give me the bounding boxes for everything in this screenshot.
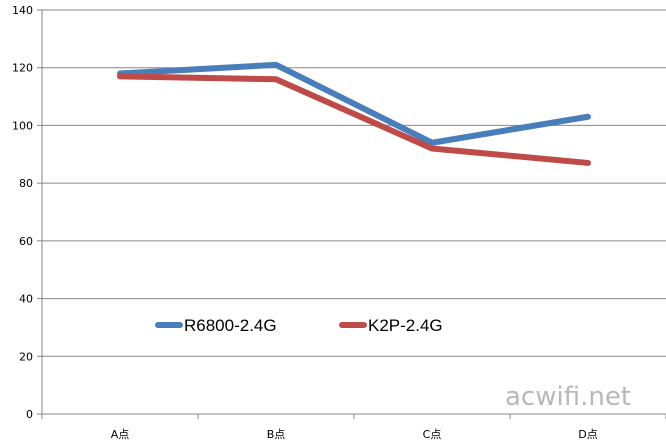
series-line-2 <box>117 73 591 166</box>
y-tick-label: 60 <box>19 235 33 248</box>
legend: R6800-2.4G K2P-2.4G <box>155 316 443 335</box>
axes <box>37 9 666 419</box>
series-line-1 <box>117 61 591 146</box>
legend-label-1: R6800-2.4G <box>184 316 277 335</box>
y-tick-label: 40 <box>19 293 33 306</box>
y-tick-label: 80 <box>19 177 33 190</box>
y-tick-label: 100 <box>12 119 33 132</box>
x-tick-label: A点 <box>111 428 130 441</box>
x-tick-label: D点 <box>578 428 597 441</box>
gridlines <box>42 9 666 357</box>
y-tick-label: 0 <box>26 408 33 421</box>
y-tick-label: 20 <box>19 350 33 363</box>
y-axis-ticks: 0 20 40 60 80 100 120 140 <box>12 4 33 421</box>
series-lines <box>117 61 591 166</box>
legend-label-2: K2P-2.4G <box>368 316 443 335</box>
x-tick-label: B点 <box>267 428 286 441</box>
watermark-text: acwifi.net <box>505 382 631 412</box>
x-axis-ticks: A点 B点 C点 D点 <box>111 428 598 441</box>
x-tick-label: C点 <box>423 428 442 441</box>
y-tick-label: 120 <box>12 62 33 75</box>
y-tick-label: 140 <box>12 4 33 17</box>
